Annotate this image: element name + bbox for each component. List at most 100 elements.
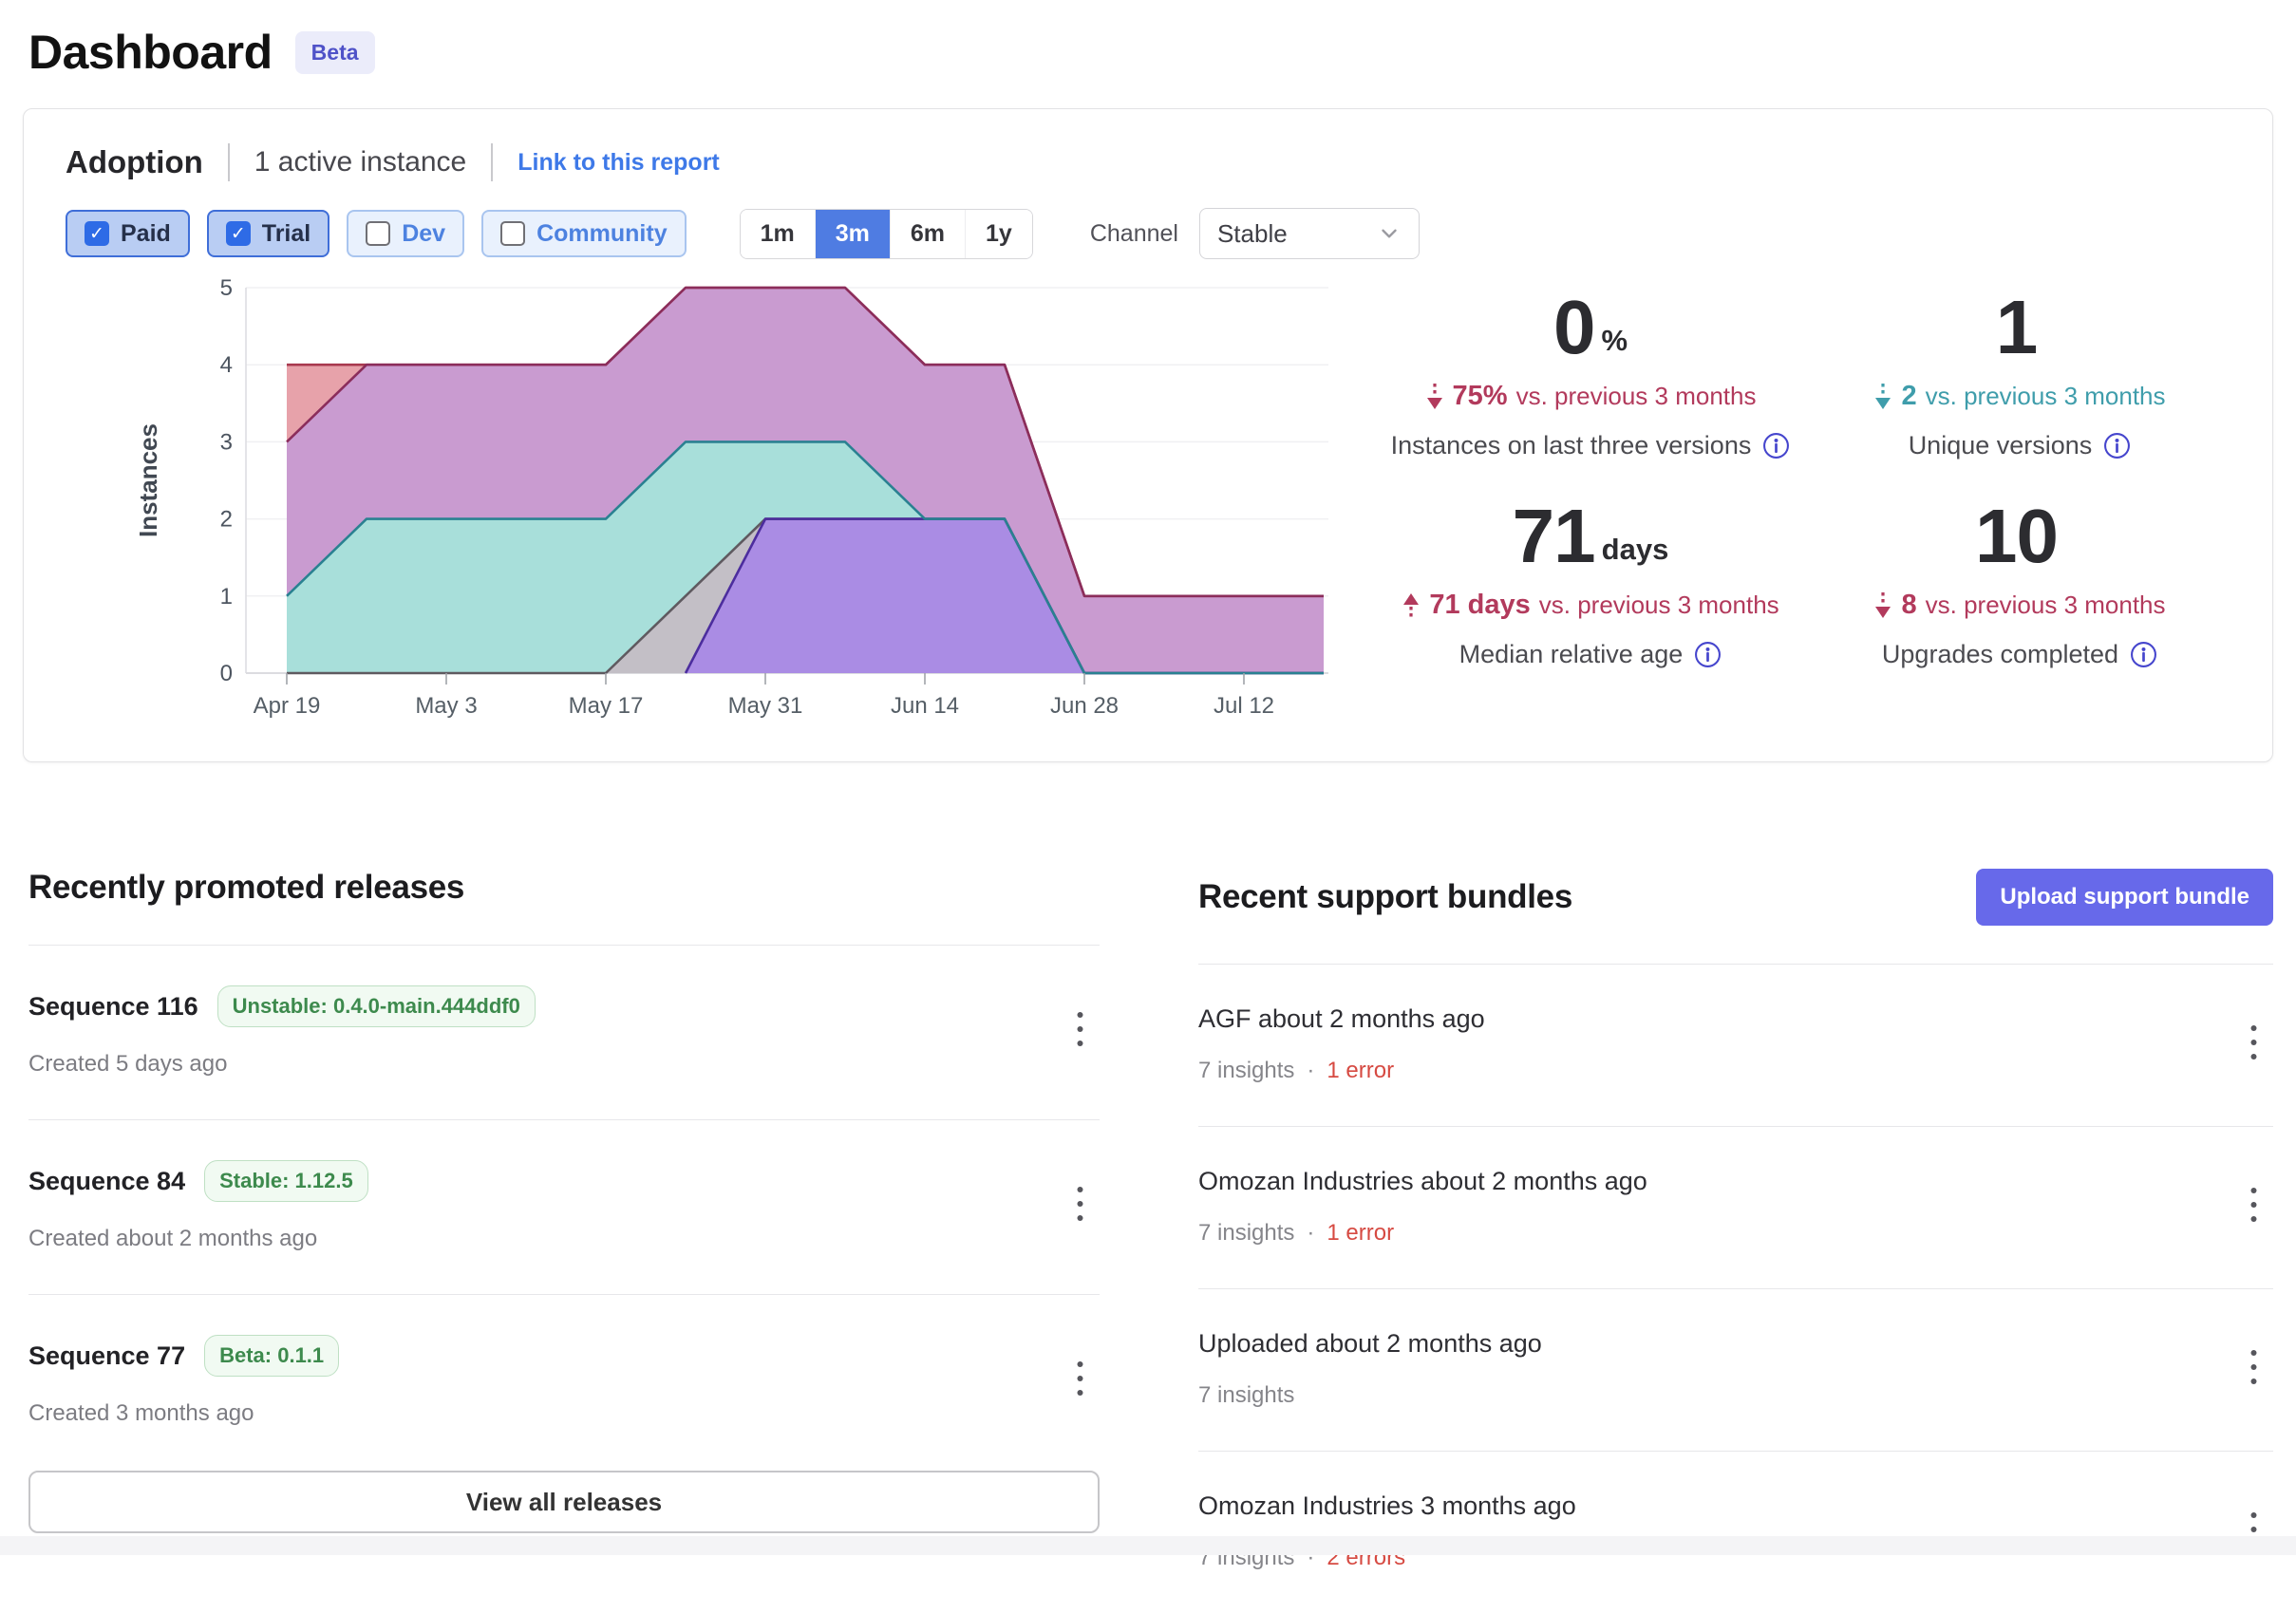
adoption-title: Adoption — [66, 144, 203, 179]
stat-value: 1 — [1995, 285, 2038, 369]
adoption-area-chart: Apr 19 May 3 May 17 May 31 Jun 14 Jun 28 Jul 1… — [66, 274, 1366, 733]
bundle-row: AGF about 2 months ago 7 insights · 1 er… — [1198, 965, 2273, 1127]
channel-selected-value: Stable — [1216, 218, 1288, 248]
bundle-row: Omozan Industries 3 months ago 7 insight… — [1198, 1452, 2273, 1613]
svg-text:Instances: Instances — [134, 423, 162, 537]
stat-label: Instances on last three versions — [1390, 431, 1752, 460]
arrow-down-icon — [1875, 591, 1891, 618]
release-title: Sequence 84 — [28, 1166, 186, 1195]
delta-value: 71 days — [1429, 590, 1531, 620]
bundle-insights: 7 insights — [1198, 1382, 1295, 1408]
time-range-selector: 1m 3m 6m 1y — [739, 208, 1033, 259]
kebab-menu-icon[interactable] — [1066, 1003, 1094, 1060]
svg-text:May 3: May 3 — [415, 693, 477, 719]
upload-support-bundle-button[interactable]: Upload support bundle — [1976, 869, 2273, 926]
stat-unique-versions: 1 2 vs. previous 3 months Unique version… — [1805, 290, 2234, 460]
info-icon[interactable] — [2130, 641, 2157, 668]
release-version-badge: Unstable: 0.4.0-main.444ddf0 — [216, 985, 536, 1027]
adoption-chart-svg: Apr 19 May 3 May 17 May 31 Jun 14 Jun 28 Jul 1… — [134, 275, 1328, 719]
releases-heading: Recently promoted releases — [28, 869, 465, 906]
info-icon[interactable] — [2103, 432, 2131, 460]
filter-label: Paid — [121, 219, 171, 247]
channel-control: Channel Stable — [1090, 208, 1420, 259]
range-button-3m[interactable]: 3m — [814, 209, 890, 258]
arrow-down-icon — [1875, 383, 1891, 409]
delta-suffix: vs. previous 3 months — [1925, 591, 2166, 619]
release-title: Sequence 77 — [28, 1341, 186, 1370]
delta-suffix: vs. previous 3 months — [1925, 382, 2166, 410]
release-row: Sequence 84 Stable: 1.12.5 Created about… — [28, 1120, 1100, 1295]
filter-chip-trial[interactable]: Trial — [206, 210, 330, 257]
stat-value: 71 — [1512, 494, 1596, 578]
delta-value: 2 — [1901, 381, 1917, 411]
release-created: Created about 2 months ago — [28, 1226, 318, 1251]
release-version-badge: Stable: 1.12.5 — [204, 1160, 368, 1202]
svg-text:Apr 19: Apr 19 — [254, 693, 321, 719]
stat-unit: % — [1601, 324, 1628, 357]
filter-label: Community — [536, 219, 668, 247]
divider — [227, 143, 230, 181]
svg-text:3: 3 — [220, 429, 233, 455]
info-icon[interactable] — [1762, 432, 1790, 460]
release-row: Sequence 77 Beta: 0.1.1 Created 3 months… — [28, 1295, 1100, 1469]
link-to-report[interactable]: Link to this report — [518, 148, 720, 176]
stat-delta: 2 vs. previous 3 months — [1805, 381, 2234, 412]
range-button-1m[interactable]: 1m — [740, 209, 815, 258]
bundle-errors: 1 error — [1327, 1058, 1395, 1083]
divider — [491, 143, 494, 181]
delta-value: 75% — [1452, 381, 1508, 411]
page-title: Dashboard — [28, 26, 273, 79]
adoption-stats: 0 % 75% vs. previous 3 months Instances … — [1366, 274, 2234, 733]
arrow-down-icon — [1426, 383, 1442, 409]
range-button-6m[interactable]: 6m — [889, 209, 966, 258]
stat-value: 10 — [1975, 494, 2059, 578]
arrow-up-icon — [1403, 592, 1420, 619]
lower-sections: Recently promoted releases Sequence 116 … — [0, 869, 2296, 1613]
chart-and-stats: Apr 19 May 3 May 17 May 31 Jun 14 Jun 28 Jul 1… — [66, 274, 2234, 733]
adoption-card-header: Adoption 1 active instance Link to this … — [66, 143, 2234, 181]
meta-separator: · — [1307, 1058, 1315, 1083]
active-instance-count: 1 active instance — [254, 146, 467, 178]
stat-value: 0 — [1553, 285, 1595, 369]
range-button-1y[interactable]: 1y — [965, 209, 1032, 258]
kebab-menu-icon[interactable] — [1066, 1178, 1094, 1234]
channel-select[interactable]: Stable — [1198, 208, 1420, 259]
stat-label: Median relative age — [1459, 640, 1684, 668]
release-version-badge: Beta: 0.1.1 — [204, 1335, 340, 1377]
kebab-menu-icon[interactable] — [2240, 1179, 2268, 1235]
filter-chip-community[interactable]: Community — [481, 210, 687, 257]
bundles-list: AGF about 2 months ago 7 insights · 1 er… — [1198, 964, 2273, 1613]
svg-text:5: 5 — [220, 275, 233, 301]
stat-label: Unique versions — [1908, 431, 2093, 460]
beta-badge: Beta — [294, 30, 375, 74]
stat-instances-last-three-versions: 0 % 75% vs. previous 3 months Instances … — [1376, 290, 1805, 460]
kebab-menu-icon[interactable] — [2240, 1341, 2268, 1397]
release-created: Created 3 months ago — [28, 1400, 254, 1426]
releases-list: Sequence 116 Unstable: 0.4.0-main.444ddf… — [28, 945, 1100, 1469]
filter-label: Trial — [261, 219, 311, 247]
checkbox-icon — [85, 221, 109, 246]
filter-label: Dev — [402, 219, 446, 247]
kebab-menu-icon[interactable] — [2240, 1017, 2268, 1073]
svg-text:May 31: May 31 — [728, 693, 803, 719]
info-icon[interactable] — [1694, 641, 1722, 668]
filter-chip-paid[interactable]: Paid — [66, 210, 190, 257]
bundle-row: Omozan Industries about 2 months ago 7 i… — [1198, 1127, 2273, 1289]
svg-text:May 17: May 17 — [569, 693, 644, 719]
bundle-row: Uploaded about 2 months ago 7 insights — [1198, 1289, 2273, 1452]
checkbox-icon — [500, 221, 526, 246]
release-row: Sequence 116 Unstable: 0.4.0-main.444ddf… — [28, 946, 1100, 1120]
filter-chip-dev[interactable]: Dev — [347, 210, 465, 257]
view-all-releases-button[interactable]: View all releases — [28, 1471, 1100, 1533]
kebab-menu-icon[interactable] — [1066, 1353, 1094, 1409]
chevron-down-icon — [1382, 229, 1397, 238]
support-bundles-section: Recent support bundles Upload support bu… — [1198, 869, 2273, 1613]
svg-text:Jun 14: Jun 14 — [891, 693, 959, 719]
svg-text:Jul 12: Jul 12 — [1214, 693, 1274, 719]
bundle-title: Uploaded about 2 months ago — [1198, 1329, 1542, 1358]
meta-separator: · — [1307, 1220, 1315, 1246]
stat-delta: 8 vs. previous 3 months — [1805, 590, 2234, 621]
checkbox-icon — [366, 221, 391, 246]
bundles-heading: Recent support bundles — [1198, 878, 1572, 915]
delta-suffix: vs. previous 3 months — [1515, 382, 1757, 410]
